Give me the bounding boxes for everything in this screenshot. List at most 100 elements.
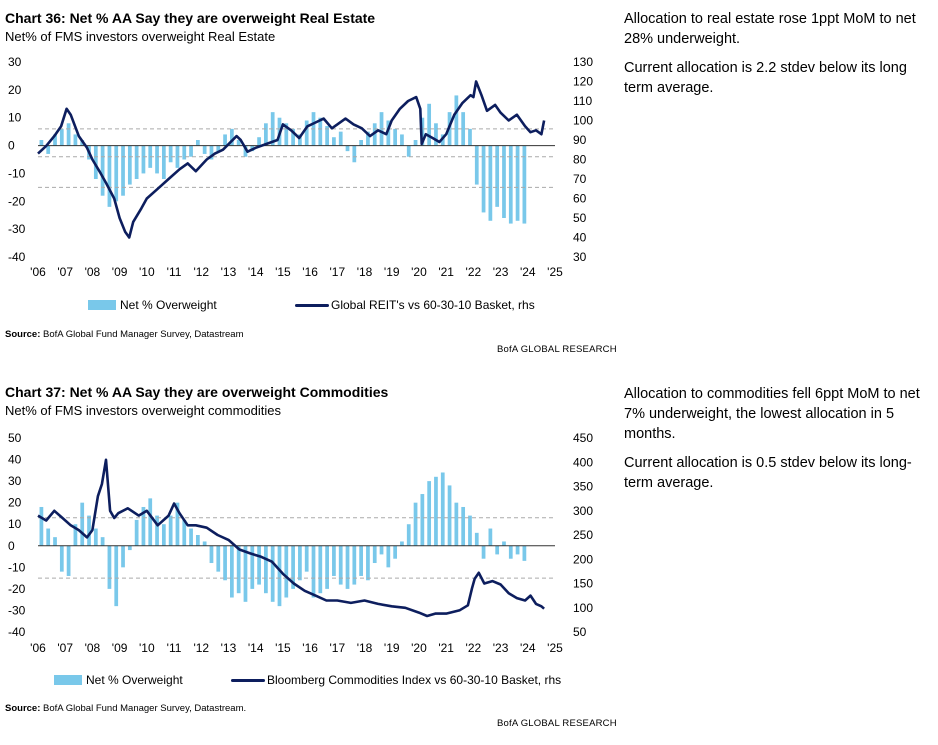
bar: [277, 545, 282, 607]
chart36-legend-bar-label: Net % Overweight: [120, 298, 217, 312]
chart37-legend-bar: Net % Overweight: [54, 673, 183, 687]
bar: [359, 545, 363, 576]
bar: [100, 145, 105, 196]
bar: [372, 545, 377, 564]
x-tick-label: '12: [193, 265, 209, 279]
x-tick-label: '21: [438, 641, 454, 655]
bar: [515, 545, 520, 555]
x-tick-label: '09: [112, 265, 128, 279]
bar: [114, 145, 119, 202]
bar: [413, 140, 418, 146]
bar: [73, 524, 78, 546]
bar: [236, 140, 241, 146]
bar: [284, 545, 289, 598]
bar: [502, 145, 506, 218]
bar: [393, 128, 398, 146]
bar: [366, 545, 370, 581]
x-tick-label: '23: [493, 265, 509, 279]
left-tick-label: -30: [8, 222, 26, 236]
chart36-title: Chart 36: Net % AA Say they are overweig…: [5, 10, 376, 26]
bar: [127, 145, 132, 185]
left-tick-label: -10: [8, 560, 26, 574]
right-tick-label: 70: [573, 172, 587, 186]
bar: [386, 120, 391, 146]
right-tick-label: 50: [573, 211, 587, 225]
bar: [488, 145, 493, 221]
bar: [508, 545, 513, 559]
x-tick-label: '19: [384, 265, 400, 279]
x-tick-label: '18: [357, 265, 373, 279]
bar: [59, 545, 64, 572]
bar: [488, 528, 493, 546]
bar: [515, 145, 520, 221]
x-tick-label: '25: [547, 265, 563, 279]
bar: [53, 134, 57, 146]
bar: [427, 481, 432, 546]
bar: [311, 545, 316, 598]
bar: [202, 145, 207, 154]
bar: [400, 541, 404, 546]
left-tick-label: -20: [8, 582, 26, 596]
bar: [230, 545, 234, 598]
x-tick-label: '22: [466, 265, 482, 279]
bar: [46, 528, 51, 546]
bar: [359, 140, 363, 146]
x-tick-label: '10: [139, 641, 155, 655]
bar: [114, 545, 119, 607]
chart36-legend-line: Global REIT's vs 60-30-10 Basket, rhs: [295, 298, 535, 312]
bar: [474, 145, 479, 185]
x-tick-label: '15: [275, 265, 291, 279]
bar: [508, 145, 513, 224]
bar: [46, 145, 51, 154]
legend-line-swatch: [295, 303, 329, 307]
bar: [161, 524, 166, 546]
left-tick-label: 20: [8, 83, 22, 97]
x-tick-label: '16: [302, 265, 318, 279]
bar: [39, 506, 44, 546]
left-tick-label: -10: [8, 166, 26, 180]
line-series: [37, 80, 546, 239]
bar: [53, 537, 57, 546]
bar: [121, 545, 125, 568]
x-tick-label: '25: [547, 641, 563, 655]
bar: [352, 145, 357, 163]
bar: [386, 545, 391, 568]
bar: [243, 145, 248, 157]
chart37-plot: 50403020100-10-20-30-4045040035030025020…: [8, 431, 593, 655]
right-tick-label: 150: [573, 577, 593, 591]
bar: [141, 145, 146, 174]
bar: [406, 145, 411, 157]
right-tick-label: 100: [573, 601, 593, 615]
bar: [93, 145, 98, 179]
chart36-brand: BofA GLOBAL RESEARCH: [497, 344, 617, 355]
left-tick-label: -20: [8, 194, 26, 208]
bar: [481, 145, 486, 213]
bar: [127, 545, 132, 551]
bar: [304, 120, 309, 146]
x-tick-label: '11: [167, 265, 182, 279]
bar: [223, 134, 227, 146]
chart36-source: Source: BofA Global Fund Manager Survey,…: [5, 329, 244, 340]
bar: [243, 545, 248, 602]
line-series: [37, 458, 545, 618]
x-tick-label: '24: [520, 641, 536, 655]
left-tick-label: -30: [8, 603, 26, 617]
bar: [291, 128, 295, 146]
bar: [434, 476, 438, 546]
bar: [230, 128, 234, 146]
chart36-commentary: Allocation to real estate rose 1ppt MoM …: [624, 9, 929, 107]
right-tick-label: 400: [573, 455, 593, 469]
commentary-paragraph: Current allocation is 0.5 stdev below it…: [624, 455, 912, 491]
bar: [87, 515, 91, 546]
bar: [345, 545, 350, 589]
bar: [216, 145, 221, 152]
x-tick-label: '14: [248, 265, 264, 279]
bar: [202, 541, 207, 546]
bar: [107, 545, 112, 589]
bar: [352, 545, 357, 585]
bar: [73, 134, 78, 146]
left-tick-label: 50: [8, 431, 22, 445]
x-tick-label: '06: [30, 265, 46, 279]
bar: [182, 519, 187, 546]
bar: [291, 545, 295, 589]
